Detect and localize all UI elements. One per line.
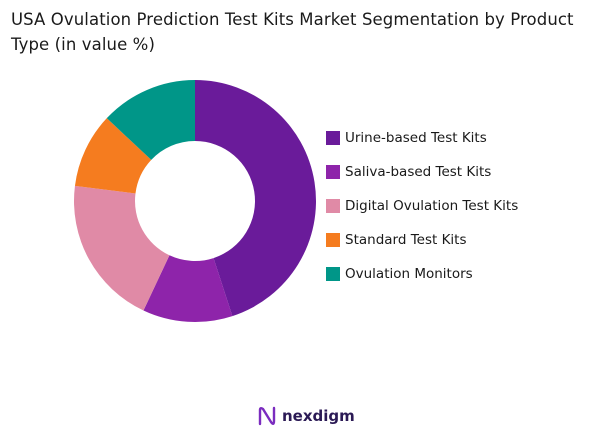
donut-slice-standard-test-kits — [74, 118, 152, 194]
legend-item: Digital Ovulation Test Kits — [326, 189, 591, 223]
legend-item: Standard Test Kits — [326, 223, 591, 257]
legend-label: Standard Test Kits — [345, 232, 467, 248]
legend-swatch — [326, 199, 340, 213]
legend-label: Urine-based Test Kits — [345, 130, 487, 146]
donut-slice-saliva-based-test-kits — [143, 255, 233, 323]
donut-slice-digital-ovulation-test-kits — [73, 185, 170, 311]
legend-label: Ovulation Monitors — [345, 266, 473, 282]
chart-title: USA Ovulation Prediction Test Kits Marke… — [11, 10, 574, 54]
legend-swatch — [326, 131, 340, 145]
donut-slice-ovulation-monitors — [106, 80, 195, 160]
legend-item: Urine-based Test Kits — [326, 121, 591, 155]
brand-name: nexdigm — [282, 407, 355, 425]
chart-legend: Urine-based Test Kits Saliva-based Test K… — [326, 121, 591, 291]
legend-swatch — [326, 233, 340, 247]
legend-item: Ovulation Monitors — [326, 257, 591, 291]
legend-label: Saliva-based Test Kits — [345, 164, 492, 180]
legend-label: Digital Ovulation Test Kits — [345, 198, 519, 214]
donut-slice-urine-based-test-kits — [195, 80, 316, 317]
legend-swatch — [326, 267, 340, 281]
legend-item: Saliva-based Test Kits — [326, 155, 591, 189]
legend-swatch — [326, 165, 340, 179]
brand-footer: nexdigm — [257, 404, 355, 428]
donut-slices — [73, 80, 316, 323]
nexdigm-logo-icon — [258, 406, 276, 426]
